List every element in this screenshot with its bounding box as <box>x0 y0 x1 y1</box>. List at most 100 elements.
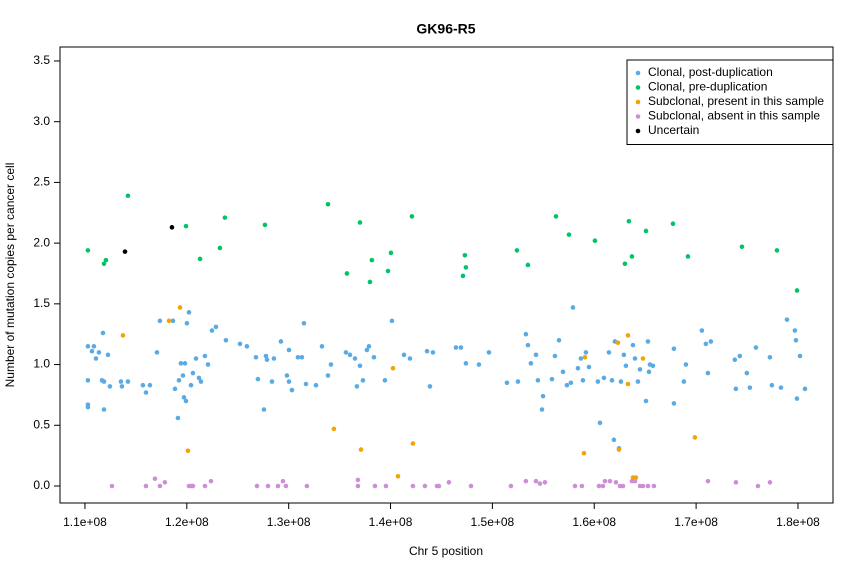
point <box>458 345 464 350</box>
point <box>549 376 555 382</box>
point <box>85 404 91 410</box>
point <box>560 369 566 375</box>
point <box>407 356 413 361</box>
point <box>197 256 203 262</box>
point <box>595 379 601 384</box>
point <box>737 353 743 359</box>
point <box>255 376 261 382</box>
legend-marker <box>635 114 641 119</box>
point <box>170 318 176 324</box>
point <box>651 483 657 489</box>
point <box>778 385 784 390</box>
legend-label: Clonal, pre-duplication <box>648 80 767 94</box>
point <box>683 362 689 367</box>
point <box>209 328 215 333</box>
point <box>357 220 363 225</box>
point <box>264 357 270 363</box>
point <box>382 378 388 383</box>
point <box>122 249 128 254</box>
y-tick-label: 3.0 <box>33 114 50 128</box>
point <box>325 373 331 378</box>
point <box>769 382 775 388</box>
point <box>579 483 585 489</box>
point <box>802 386 808 392</box>
point <box>535 378 541 383</box>
point <box>162 480 168 485</box>
point <box>176 378 182 383</box>
point <box>289 387 295 393</box>
point <box>637 367 643 372</box>
point <box>784 317 790 322</box>
point <box>618 379 624 384</box>
point <box>313 382 319 388</box>
point <box>344 271 350 276</box>
point <box>645 483 651 489</box>
point <box>753 345 759 350</box>
point <box>629 254 635 259</box>
point <box>185 448 191 454</box>
point <box>539 407 545 412</box>
point <box>372 483 378 489</box>
point <box>525 342 531 348</box>
point <box>354 384 360 389</box>
point <box>280 478 286 484</box>
point <box>630 342 636 348</box>
point <box>355 477 361 483</box>
point <box>645 339 651 344</box>
point <box>767 354 773 360</box>
point <box>586 364 592 370</box>
point <box>331 426 337 432</box>
point <box>140 382 146 388</box>
legend-label: Subclonal, absent in this sample <box>648 109 820 123</box>
point <box>183 223 189 229</box>
point <box>523 331 529 337</box>
point <box>616 447 622 452</box>
point <box>436 483 442 489</box>
point <box>360 378 366 383</box>
point <box>193 356 199 361</box>
x-tick-label: 1.8e+08 <box>776 515 820 529</box>
point <box>602 478 608 484</box>
x-tick-label: 1.5e+08 <box>471 515 515 529</box>
point <box>733 386 739 392</box>
point <box>410 483 416 489</box>
point <box>523 478 529 484</box>
point <box>528 361 534 366</box>
point <box>347 352 353 358</box>
point <box>182 361 188 366</box>
point <box>143 483 149 489</box>
point <box>424 348 430 354</box>
point <box>352 356 358 361</box>
point <box>343 350 349 355</box>
point <box>552 353 558 359</box>
point <box>643 398 649 404</box>
point <box>671 401 677 406</box>
point <box>205 362 211 367</box>
legend-marker <box>635 99 641 105</box>
point <box>383 483 389 489</box>
point <box>620 483 626 489</box>
point <box>125 379 131 384</box>
point <box>355 483 361 489</box>
y-tick-label: 3.5 <box>33 53 50 67</box>
point <box>208 478 214 484</box>
point <box>422 483 428 489</box>
y-tick-label: 0.0 <box>33 478 50 492</box>
y-tick-label: 1.0 <box>33 357 50 371</box>
point <box>732 357 738 363</box>
point <box>358 447 364 452</box>
point <box>202 353 208 359</box>
point <box>120 333 126 338</box>
point <box>626 218 632 224</box>
point <box>109 483 115 489</box>
point <box>271 356 277 361</box>
point <box>625 333 631 338</box>
point <box>183 398 189 404</box>
point <box>685 254 691 259</box>
point <box>154 350 160 355</box>
point <box>621 352 627 358</box>
point <box>514 248 520 253</box>
point <box>169 225 175 230</box>
x-tick-label: 1.7e+08 <box>674 515 718 529</box>
point <box>389 318 395 324</box>
